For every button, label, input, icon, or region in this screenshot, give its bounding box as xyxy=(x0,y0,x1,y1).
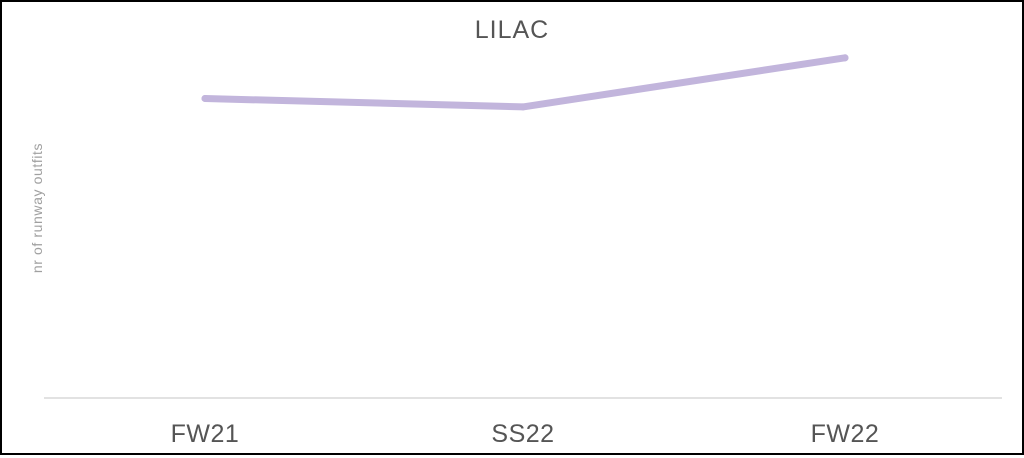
data-point-fw22 xyxy=(841,54,849,62)
data-point-ss22 xyxy=(519,103,527,111)
x-tick-label-ss22: SS22 xyxy=(491,420,554,448)
x-tick-label-fw21: FW21 xyxy=(171,420,240,448)
x-axis-ticks: FW21 SS22 FW22 xyxy=(171,420,880,448)
chart-title: LILAC xyxy=(475,16,549,44)
series-line xyxy=(201,54,849,111)
y-axis-label: nr of runway outfits xyxy=(29,143,45,273)
data-point-fw21 xyxy=(201,94,209,102)
data-points xyxy=(201,54,849,111)
x-tick-label-fw22: FW22 xyxy=(811,420,880,448)
